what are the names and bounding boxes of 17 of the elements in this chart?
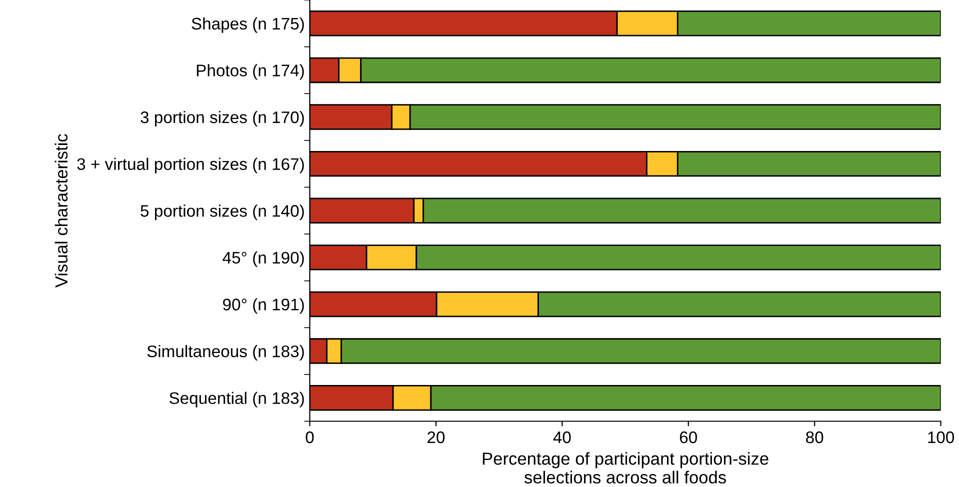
y-tick-label: Sequential (n 183): [169, 392, 304, 408]
x-tick-label: 20: [428, 431, 445, 444]
x-axis-title: Percentage of participant portion-size selections across all foods: [482, 452, 768, 484]
x-tick-label: 80: [806, 431, 824, 444]
y-tick-label: Photos (n 174): [196, 64, 304, 80]
x-tick-label: 0: [306, 431, 314, 444]
y-tick-label: Simultaneous (n 183): [147, 345, 304, 361]
y-tick-label: 3 + virtual portion sizes (n 167): [77, 158, 304, 174]
x-tick-label: 60: [680, 431, 697, 444]
x-tick-label: 100: [928, 431, 954, 444]
y-tick-label: 3 portion sizes (n 170): [140, 110, 304, 127]
x-tick-label: 40: [553, 431, 571, 444]
y-tick-label: Shapes (n 175): [192, 17, 304, 33]
y-tick-label: 5 portion sizes (n 140): [140, 204, 304, 220]
y-tick-label: 45° (n 190): [222, 251, 304, 267]
y-tick-label: 90° (n 191): [223, 298, 304, 314]
y-axis-title: Visual characteristic: [54, 134, 68, 288]
